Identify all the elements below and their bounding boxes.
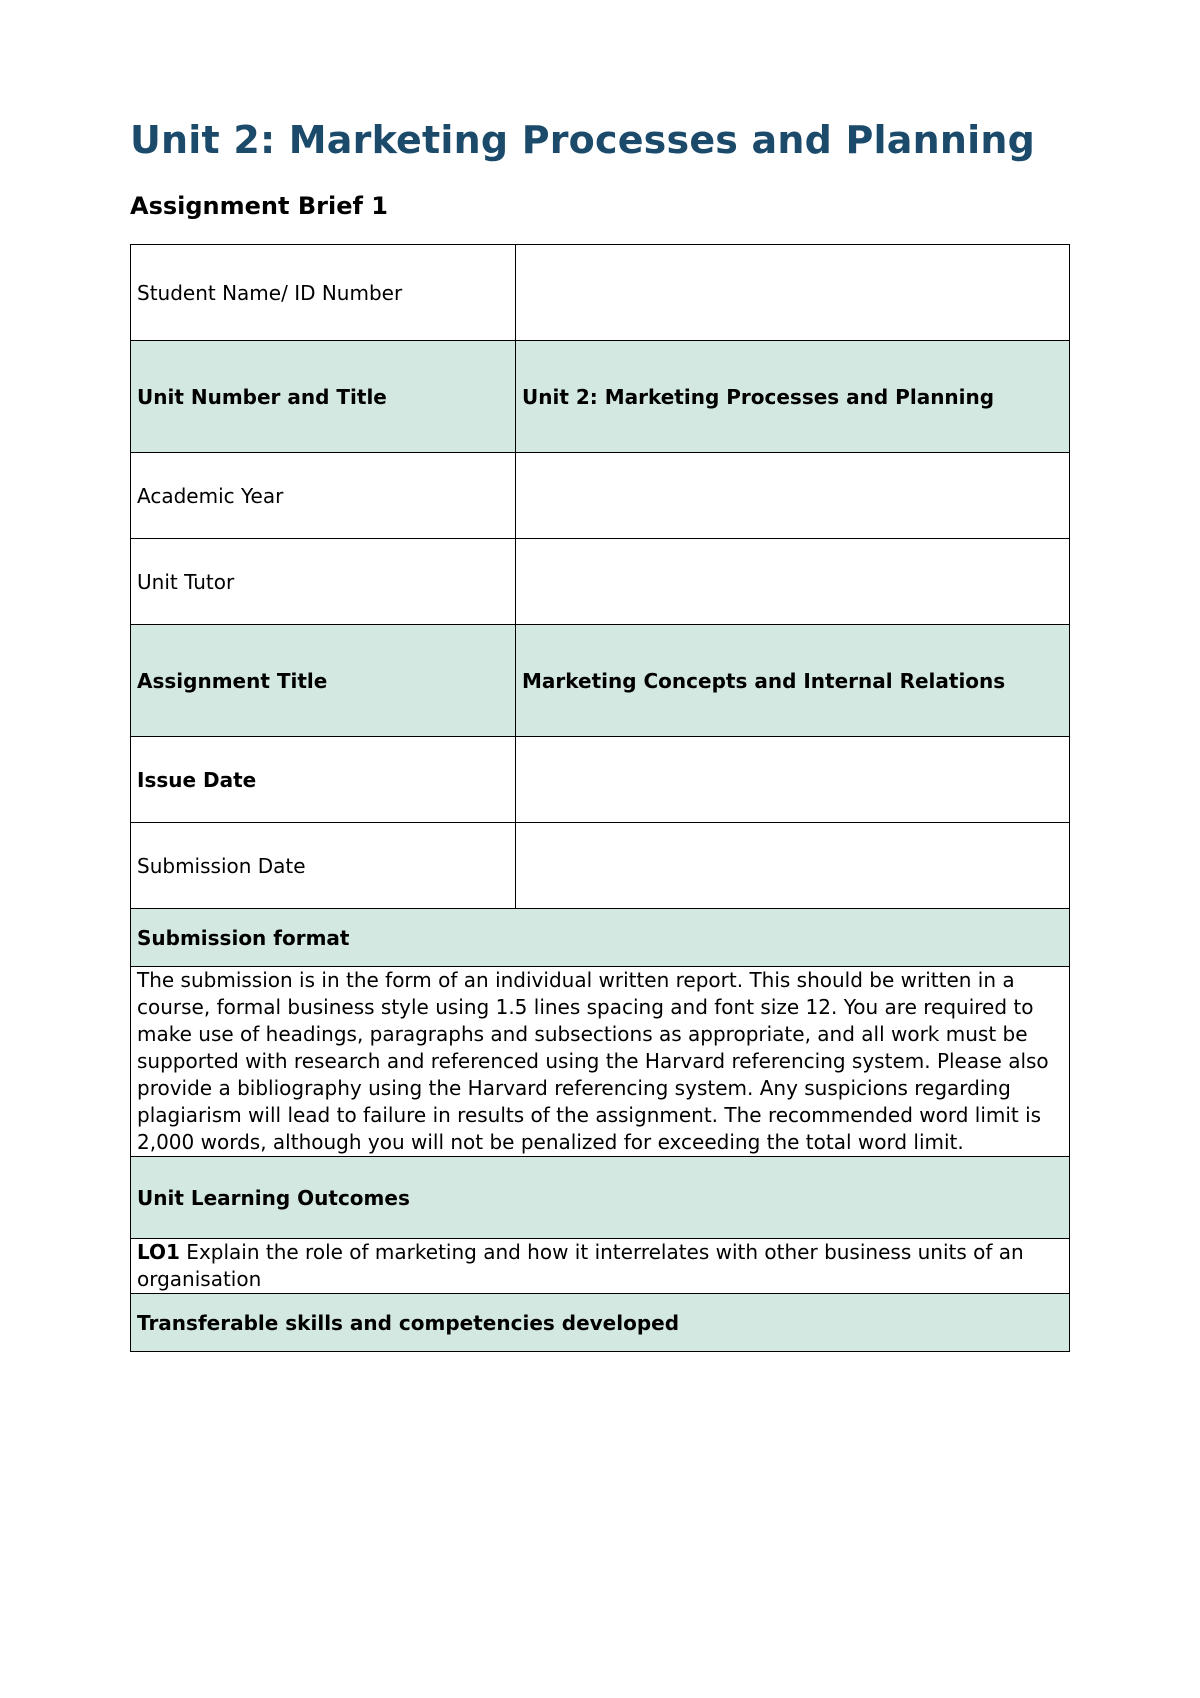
label-academic-year: Academic Year <box>131 453 516 539</box>
text-submission-format: The submission is in the form of an indi… <box>131 967 1070 1157</box>
row-submission-date: Submission Date <box>131 823 1070 909</box>
row-unit: Unit Number and Title Unit 2: Marketing … <box>131 341 1070 453</box>
lo1-text: Explain the role of marketing and how it… <box>137 1240 1024 1291</box>
row-assignment-title: Assignment Title Marketing Concepts and … <box>131 625 1070 737</box>
header-transferable-skills: Transferable skills and competencies dev… <box>131 1294 1070 1352</box>
label-unit: Unit Number and Title <box>131 341 516 453</box>
value-submission-date <box>515 823 1069 909</box>
row-academic-year: Academic Year <box>131 453 1070 539</box>
assignment-subtitle: Assignment Brief 1 <box>130 192 1070 220</box>
header-submission-format: Submission format <box>131 909 1070 967</box>
value-academic-year <box>515 453 1069 539</box>
value-assignment-title: Marketing Concepts and Internal Relation… <box>515 625 1069 737</box>
label-submission-date: Submission Date <box>131 823 516 909</box>
label-issue-date: Issue Date <box>131 737 516 823</box>
value-tutor <box>515 539 1069 625</box>
label-assignment-title: Assignment Title <box>131 625 516 737</box>
value-issue-date <box>515 737 1069 823</box>
row-lo1: LO1 Explain the role of marketing and ho… <box>131 1239 1070 1294</box>
document-page: Unit 2: Marketing Processes and Planning… <box>0 0 1200 1352</box>
value-unit: Unit 2: Marketing Processes and Planning <box>515 341 1069 453</box>
row-issue-date: Issue Date <box>131 737 1070 823</box>
label-tutor: Unit Tutor <box>131 539 516 625</box>
text-lo1: LO1 Explain the role of marketing and ho… <box>131 1239 1070 1294</box>
label-student: Student Name/ ID Number <box>131 245 516 341</box>
assignment-brief-table: Student Name/ ID Number Unit Number and … <box>130 244 1070 1352</box>
row-student: Student Name/ ID Number <box>131 245 1070 341</box>
value-student <box>515 245 1069 341</box>
lo1-label: LO1 <box>137 1240 180 1264</box>
header-learning-outcomes: Unit Learning Outcomes <box>131 1157 1070 1239</box>
row-format-header: Submission format <box>131 909 1070 967</box>
row-skills-header: Transferable skills and competencies dev… <box>131 1294 1070 1352</box>
page-title: Unit 2: Marketing Processes and Planning <box>130 118 1070 162</box>
row-tutor: Unit Tutor <box>131 539 1070 625</box>
row-outcomes-header: Unit Learning Outcomes <box>131 1157 1070 1239</box>
row-format-body: The submission is in the form of an indi… <box>131 967 1070 1157</box>
